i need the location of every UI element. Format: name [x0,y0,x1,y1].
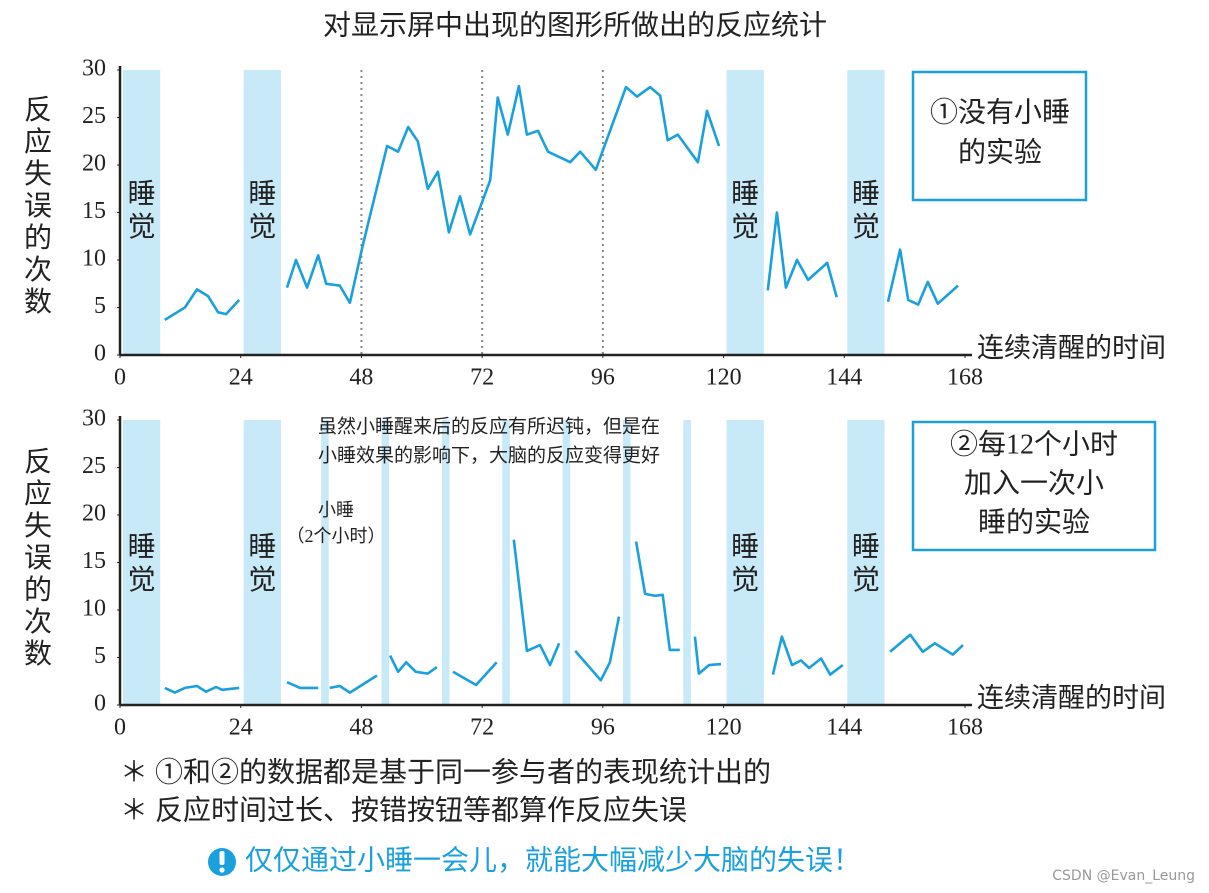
sleep-band [243,420,281,705]
y-tick-label: 10 [82,246,106,272]
x-axis-label: 连续清醒的时间 [977,683,1166,713]
note: ＊ ①和②的数据都是基于同一参与者的表现统计出的 [120,756,771,788]
x-tick-label: 24 [229,365,253,391]
x-tick-label: 48 [349,715,373,741]
nap-band [562,420,571,705]
y-tick-label: 30 [82,56,106,82]
x-tick-label: 144 [826,715,862,741]
x-tick-label: 72 [470,365,494,391]
data-line [164,539,964,694]
legend-box [911,420,1157,552]
box-text: 加入一次小 [964,467,1104,499]
sleep-band [726,420,764,705]
x-tick-label: 120 [706,365,742,391]
x-tick-label: 0 [114,365,126,391]
nap-label: （2个小时） [287,526,386,546]
box-text: 睡的实验 [978,506,1090,538]
sleep-label: 睡觉 [852,531,880,596]
sleep-band [123,70,161,355]
nap-band [622,420,631,705]
nap-band [381,420,390,705]
x-tick-label: 168 [947,715,983,741]
y-tick-label: 30 [82,406,106,432]
note: ＊ 反应时间过长、按错按钮等都算作反应失误 [120,794,687,826]
annotation: 虽然小睡醒来后的反应有所迟钝，但是在 [318,415,660,437]
x-tick-label: 96 [591,715,615,741]
x-axis-label: 连续清醒的时间 [977,333,1166,363]
x-tick-label: 120 [706,715,742,741]
nap-label: 小睡 [318,500,354,520]
annotation: 小睡效果的影响下，大脑的反应变得更好 [318,444,660,466]
y-tick-label: 20 [82,151,106,177]
sleep-band [726,70,764,355]
alert-icon [208,848,236,876]
box-text: ①没有小睡 [930,96,1070,128]
y-tick-label: 10 [82,596,106,622]
x-tick-label: 144 [826,365,862,391]
x-tick-label: 24 [229,715,253,741]
y-tick-label: 5 [94,293,106,319]
nap-band [441,420,450,705]
sleep-band [847,70,885,355]
sleep-label: 睡觉 [128,531,156,596]
y-tick-label: 25 [82,103,106,129]
y-axis-label: 反应失误的次数 [24,446,52,670]
y-tick-label: 25 [82,453,106,479]
x-tick-label: 168 [947,365,983,391]
sleep-label: 睡觉 [248,531,276,596]
sleep-label: 睡觉 [852,178,880,243]
box-text: 的实验 [958,136,1042,168]
y-tick-label: 0 [94,691,106,717]
sleep-label: 睡觉 [731,531,759,596]
x-tick-label: 96 [591,365,615,391]
data-line [164,84,959,322]
nap-band [502,420,510,705]
box-text: ②每12个小时 [950,428,1118,460]
x-tick-label: 72 [470,715,494,741]
y-tick-label: 15 [82,548,106,574]
sleep-label: 睡觉 [731,178,759,243]
sleep-band [123,420,161,705]
watermark: CSDN @Evan_Leung [1052,868,1195,884]
x-tick-label: 48 [349,365,373,391]
sleep-band [243,70,281,355]
y-tick-label: 20 [82,501,106,527]
x-tick-label: 0 [114,715,126,741]
sleep-label: 睡觉 [128,178,156,243]
y-tick-label: 15 [82,198,106,224]
y-tick-label: 5 [94,643,106,669]
nap-band [321,420,329,705]
sleep-label: 睡觉 [248,178,276,243]
nap-band [683,420,691,705]
sleep-band [847,420,885,705]
highlight: 仅仅通过小睡一会儿，就能大幅减少大脑的失误！ [245,844,861,876]
legend-box [911,70,1088,202]
y-axis-label: 反应失误的次数 [24,94,52,318]
y-tick-label: 0 [94,341,106,367]
page-title: 对显示屏中出现的图形所做出的反应统计 [323,9,827,41]
